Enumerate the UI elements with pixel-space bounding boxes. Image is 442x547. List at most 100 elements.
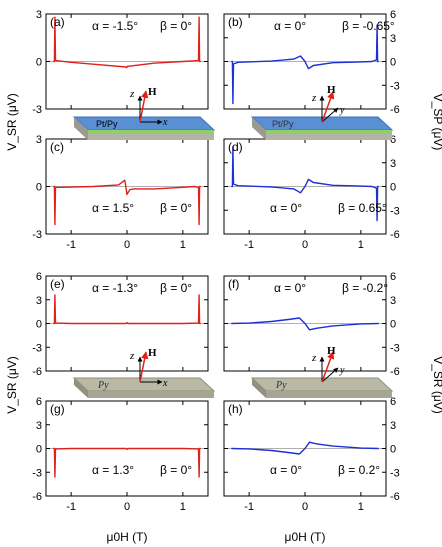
ytick-label: -3 bbox=[390, 80, 400, 92]
ylabel-left-bottom: V_SR (μV) bbox=[5, 356, 19, 414]
ytick-label: -3 bbox=[390, 342, 400, 354]
panel-f: -6 -3 0 3 6 (f) α = 0° β = -0.2° bbox=[223, 271, 400, 378]
ytick-label: -3 bbox=[390, 467, 400, 479]
inset-py-y: Py z H y bbox=[250, 345, 394, 398]
xtick-label: -1 bbox=[66, 501, 76, 513]
panel-label: (b) bbox=[228, 15, 243, 29]
svg-text:H: H bbox=[148, 86, 157, 98]
xtick-label: 0 bbox=[124, 501, 130, 513]
svg-text:H: H bbox=[327, 84, 336, 96]
xtick-label: 1 bbox=[358, 501, 364, 513]
alpha-annotation: α = -1.3° bbox=[92, 281, 138, 295]
beta-annotation: β = 0.2° bbox=[338, 463, 380, 477]
ytick-label: 6 bbox=[390, 271, 396, 283]
ytick-label: 3 bbox=[36, 134, 42, 146]
ylabel-left-top: V_SR (μV) bbox=[5, 93, 19, 151]
beta-annotation: β = 0° bbox=[160, 19, 192, 33]
beta-annotation: β = 0° bbox=[160, 463, 192, 477]
series-line-c bbox=[53, 179, 201, 226]
svg-text:z: z bbox=[311, 352, 317, 364]
series-line-e bbox=[53, 294, 201, 325]
series-line-a bbox=[53, 16, 201, 69]
ylabel-right-top: V_SP (μV) bbox=[431, 94, 442, 151]
ytick-label: -3 bbox=[32, 342, 42, 354]
xtick-label: -1 bbox=[244, 501, 254, 513]
svg-text:y: y bbox=[339, 365, 345, 376]
ytick-label: 3 bbox=[390, 33, 396, 45]
panel-label: (c) bbox=[50, 140, 64, 154]
beta-annotation: β = -0.65° bbox=[342, 19, 395, 33]
ytick-label: -6 bbox=[390, 104, 400, 116]
svg-text:H: H bbox=[327, 345, 336, 357]
svg-text:z: z bbox=[129, 350, 135, 362]
panel-label: (a) bbox=[50, 15, 65, 29]
xtick-label: 0 bbox=[124, 239, 130, 251]
inset-film-label-top: Pt/Py bbox=[96, 119, 118, 129]
panel-label: (e) bbox=[50, 277, 65, 291]
inset-ptpy-y: Pt/Py z H y bbox=[250, 84, 394, 140]
beta-annotation: β = -0.2° bbox=[342, 281, 388, 295]
series-line-h bbox=[231, 441, 379, 455]
ytick-label: 6 bbox=[36, 396, 42, 408]
inset-py-x: Py z H x bbox=[72, 347, 216, 398]
panel-c: -3 0 3 -1 0 1 (c) α = 1.5° β = 0° bbox=[32, 134, 209, 251]
panel-label: (h) bbox=[228, 402, 243, 416]
ytick-label: 6 bbox=[390, 396, 396, 408]
xtick-label: -1 bbox=[66, 239, 76, 251]
ytick-label: 6 bbox=[36, 271, 42, 283]
ytick-label: 0 bbox=[390, 444, 396, 456]
ylabel-right-bottom: V_SR (μV) bbox=[431, 356, 442, 414]
ytick-label: 6 bbox=[390, 134, 396, 146]
panel-b: -6 -3 0 3 6 (b) α = 0° β = -0.65° bbox=[223, 9, 400, 116]
ytick-label: 6 bbox=[390, 9, 396, 21]
panel-g: -6 -3 0 3 6 -1 0 1 (g) α = 1.3° β = 0° bbox=[32, 396, 209, 513]
ytick-label: -3 bbox=[32, 229, 42, 241]
ytick-label: 3 bbox=[36, 295, 42, 307]
panel-label: (d) bbox=[228, 140, 243, 154]
alpha-annotation: α = -1.5° bbox=[92, 19, 138, 33]
ytick-label: 0 bbox=[36, 182, 42, 194]
alpha-annotation: α = 0° bbox=[274, 281, 306, 295]
ytick-label: -3 bbox=[32, 467, 42, 479]
ytick-label: 0 bbox=[36, 57, 42, 69]
svg-text:Pt/Py: Pt/Py bbox=[272, 119, 294, 129]
alpha-annotation: α = 1.3° bbox=[92, 463, 134, 477]
ytick-label: -6 bbox=[32, 491, 42, 503]
xtick-label: 0 bbox=[302, 501, 308, 513]
ytick-label: -6 bbox=[390, 491, 400, 503]
ytick-label: 0 bbox=[390, 182, 396, 194]
series-line-g bbox=[53, 447, 201, 478]
inset-film-label-bottom: Py bbox=[97, 380, 109, 391]
series-line-d bbox=[231, 146, 379, 222]
alpha-annotation: α = 0° bbox=[270, 463, 302, 477]
svg-text:H: H bbox=[148, 347, 157, 359]
svg-text:x: x bbox=[162, 117, 168, 128]
series-line-b bbox=[231, 24, 379, 105]
svg-text:z: z bbox=[311, 92, 317, 104]
svg-text:Py: Py bbox=[275, 380, 287, 391]
xtick-label: -1 bbox=[244, 239, 254, 251]
beta-annotation: β = 0.65° bbox=[338, 201, 387, 215]
ytick-label: 0 bbox=[36, 444, 42, 456]
xtick-label: 1 bbox=[180, 501, 186, 513]
panel-d: -6 -3 0 3 6 -1 0 1 (d) α = 0° β = 0.65° bbox=[223, 134, 400, 251]
ytick-label: 0 bbox=[390, 57, 396, 69]
svg-text:y: y bbox=[339, 105, 345, 116]
beta-annotation: β = 0° bbox=[160, 201, 192, 215]
beta-annotation: β = 0° bbox=[160, 281, 192, 295]
panel-label: (f) bbox=[228, 277, 239, 291]
ytick-label: 3 bbox=[36, 420, 42, 432]
ytick-label: -3 bbox=[390, 205, 400, 217]
panel-e: -6 -3 0 3 6 (e) α = -1.3° β = 0° bbox=[32, 271, 209, 378]
xtick-label: 0 bbox=[302, 239, 308, 251]
ytick-label: -6 bbox=[390, 366, 400, 378]
ytick-label: 3 bbox=[36, 9, 42, 21]
svg-text:x: x bbox=[162, 378, 168, 389]
svg-text:z: z bbox=[129, 88, 135, 100]
ytick-label: 3 bbox=[390, 158, 396, 170]
ytick-label: 0 bbox=[390, 319, 396, 331]
xlabel-right: μ0H (T) bbox=[285, 530, 326, 544]
ytick-label: 0 bbox=[36, 319, 42, 331]
panel-a: -3 0 3 (a) α = -1.5° β = 0° bbox=[32, 9, 209, 116]
